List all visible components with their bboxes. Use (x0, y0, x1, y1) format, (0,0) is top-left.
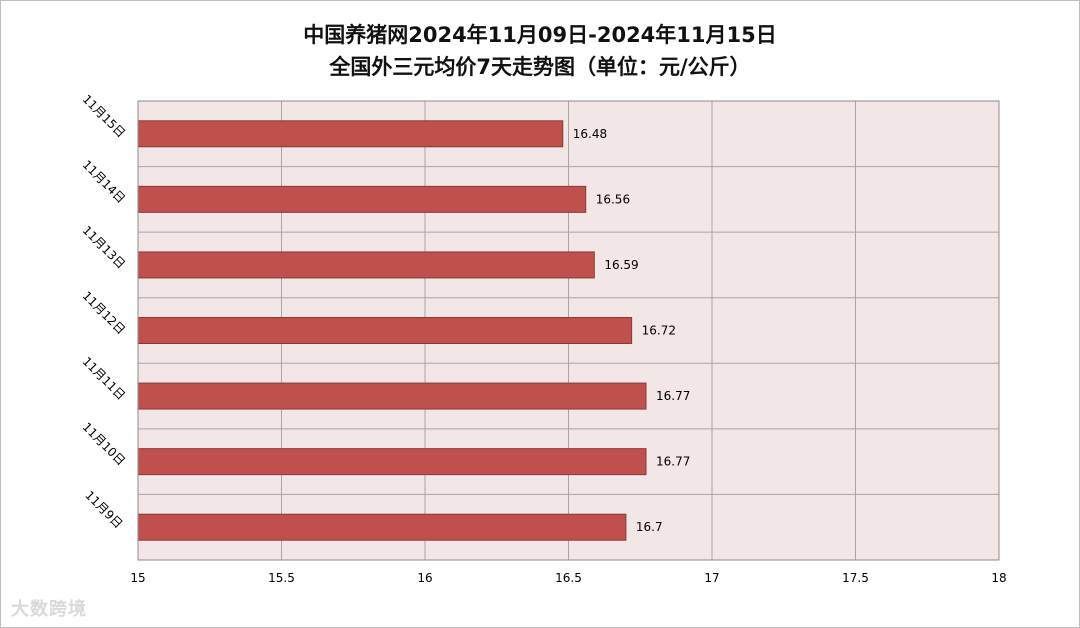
bar (137, 317, 633, 344)
category-label: 11月9日 (82, 488, 125, 531)
category-label: 11月13日 (80, 223, 128, 271)
data-label: 16.7 (636, 520, 663, 534)
category-label: 11月12日 (80, 289, 128, 337)
data-label: 16.77 (656, 455, 690, 469)
x-tick-label: 16 (417, 571, 432, 585)
bar (137, 448, 647, 476)
x-tick-label: 15.5 (268, 571, 295, 585)
data-label: 16.59 (604, 258, 638, 272)
category-label: 11月15日 (80, 92, 128, 140)
bar (137, 382, 647, 410)
x-tick-label: 18 (991, 571, 1006, 585)
bar (137, 513, 627, 541)
bar (137, 120, 564, 148)
x-tick-label: 17.5 (842, 571, 869, 585)
bar (137, 251, 595, 279)
chart-subtitle: 全国外三元均价7天走势图（单位：元/公斤） (329, 55, 751, 79)
x-tick-label: 16.5 (555, 571, 582, 585)
plot-border (137, 100, 1000, 561)
x-tick-label: 15 (130, 571, 145, 585)
category-label: 11月14日 (80, 158, 128, 206)
category-label: 11月10日 (80, 420, 128, 468)
x-tick-label: 17 (704, 571, 719, 585)
data-label: 16.48 (573, 127, 607, 141)
data-label: 16.56 (596, 192, 630, 206)
data-label: 16.77 (656, 389, 690, 403)
category-label: 11月11日 (80, 354, 128, 402)
watermark: 大数跨境 (11, 599, 87, 620)
chart-title: 中国养猪网2024年11月09日-2024年11月15日 (303, 23, 777, 47)
bar (137, 185, 587, 213)
data-label: 16.72 (642, 324, 676, 338)
